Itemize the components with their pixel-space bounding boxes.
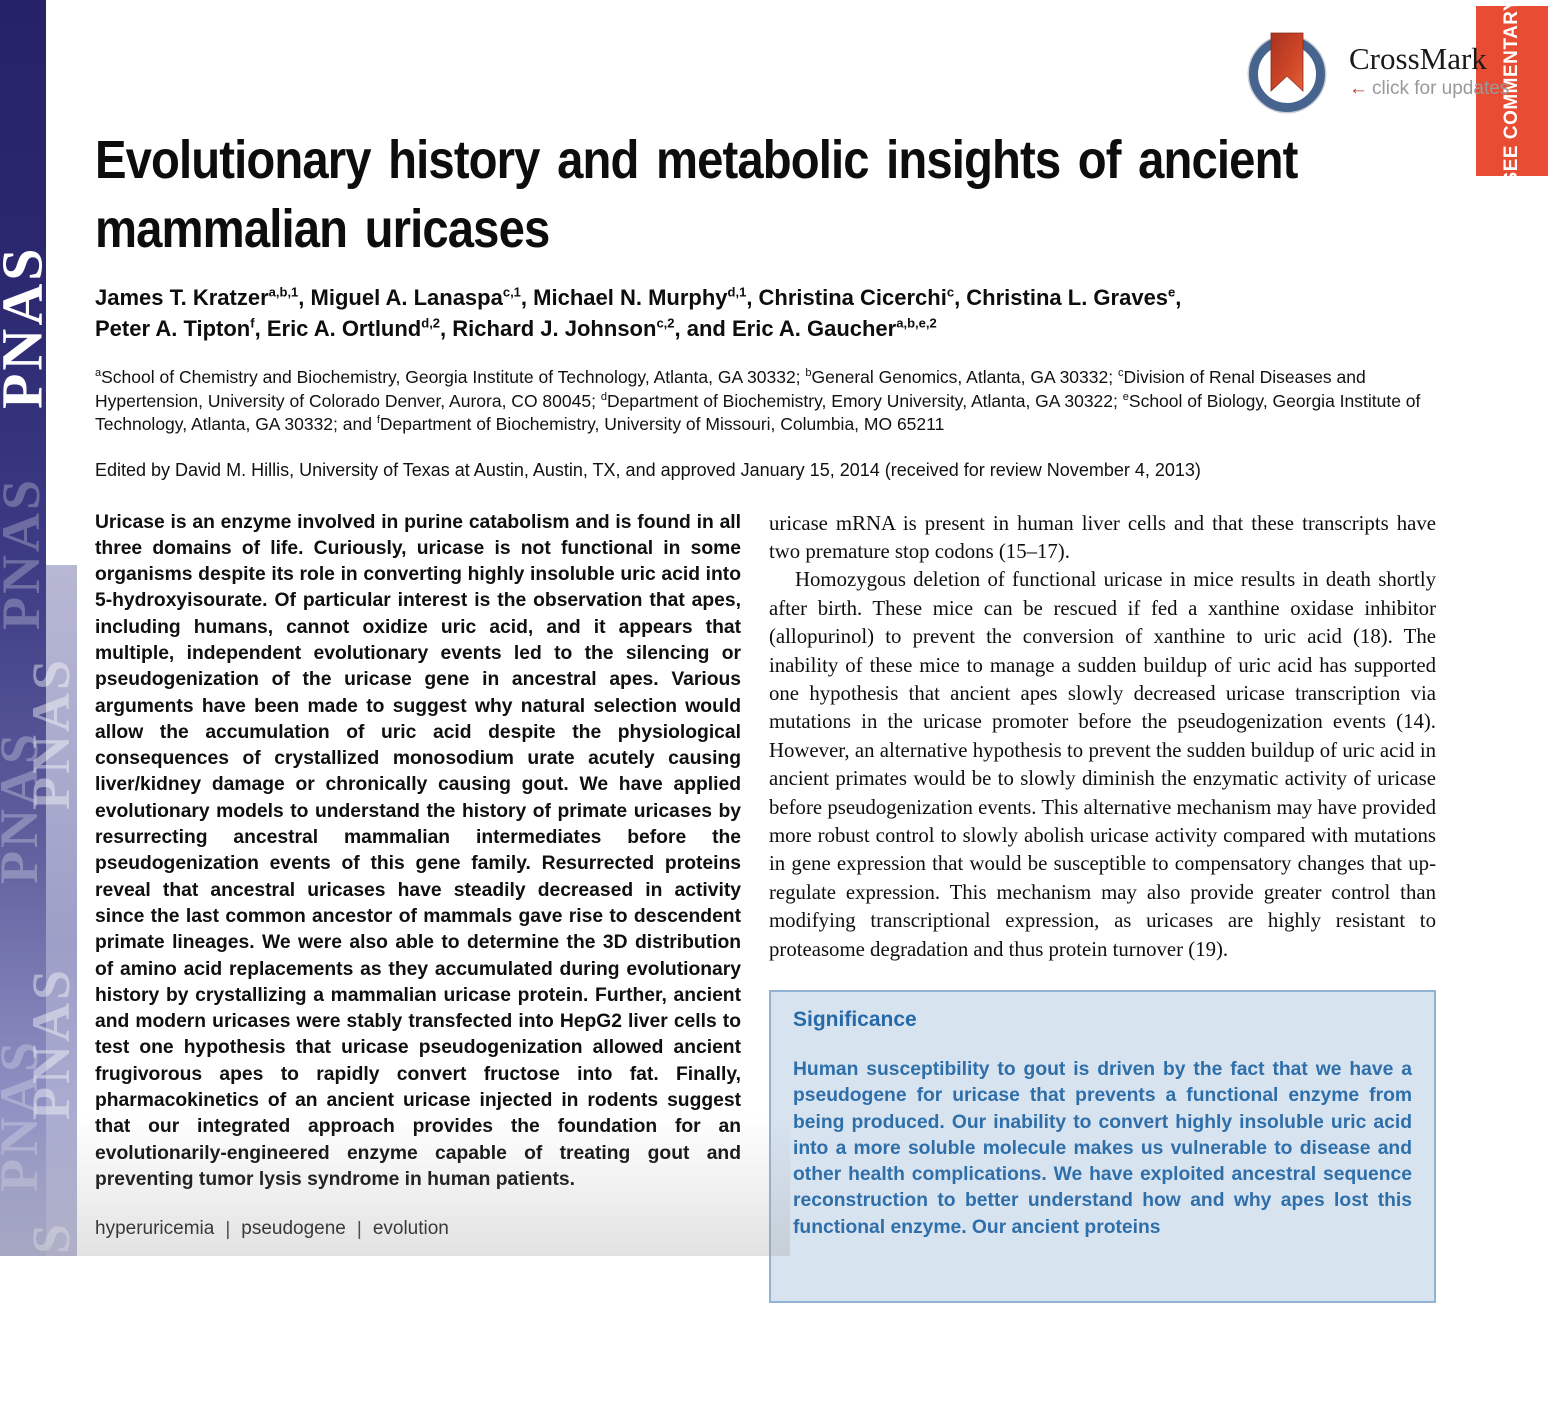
keyword: hyperuricemia [95, 1218, 215, 1240]
edited-by-line: Edited by David M. Hillis, University of… [95, 459, 1201, 480]
affiliations: aSchool of Chemistry and Biochemistry, G… [95, 367, 1421, 434]
significance-heading: Significance [793, 1008, 917, 1031]
crossmark-tagline: ← click for updates [1349, 78, 1510, 99]
author-list: James T. Kratzera,b,1, Miguel A. Lanaspa… [95, 284, 1182, 341]
title-line-1: Evolutionary history and metabolic insig… [95, 130, 1298, 190]
pnas-logo-watermark: PNAS [0, 730, 49, 884]
pnas-logo-watermark: PNAS [21, 1220, 81, 1374]
crossmark-arrow-icon: ← [1349, 78, 1368, 99]
abstract-text: Uricase is an enzyme involved in purine … [95, 511, 741, 1190]
crossmark-logo[interactable]: CrossMark ← click for updates [1243, 28, 1509, 114]
body-paragraph: Homozygous deletion of functional uricas… [769, 568, 1436, 961]
main-text: uricase mRNA is present in human liver c… [769, 510, 1436, 965]
body-paragraph: uricase mRNA is present in human liver c… [769, 511, 1436, 563]
article: Evolutionary history and metabolic insig… [95, 0, 1436, 1304]
title-line-2: mammalian uricases [95, 199, 550, 259]
crossmark-icon [1247, 32, 1327, 114]
keyword-separator: | [225, 1219, 231, 1241]
left-column: Uricase is an enzyme involved in purine … [95, 510, 741, 1304]
two-column-body: Uricase is an enzyme involved in purine … [95, 510, 1436, 1304]
journal-page: { "sidebar": { "logo": "PNAS" }, "banner… [0, 0, 1548, 1304]
keyword-separator: | [356, 1219, 362, 1241]
right-column: uricase mRNA is present in human liver c… [769, 510, 1436, 1304]
page-title: Evolutionary history and metabolic insig… [95, 126, 1436, 264]
keyword-list: hyperuricemia | pseudogene | evolution [95, 1218, 741, 1240]
significance-body: Human susceptibility to gout is driven b… [793, 1059, 1412, 1238]
keyword: pseudogene [241, 1218, 346, 1240]
pnas-spine-extension [46, 565, 77, 1256]
crossmark-title: CrossMark [1349, 41, 1487, 76]
keyword: evolution [372, 1218, 449, 1240]
significance-box: Significance Human susceptibility to gou… [769, 990, 1436, 1304]
see-commentary-banner[interactable]: SEE COMMENTARY [1476, 0, 1548, 184]
pnas-spine [0, 0, 46, 1256]
pnas-logo: PNAS [0, 245, 55, 410]
